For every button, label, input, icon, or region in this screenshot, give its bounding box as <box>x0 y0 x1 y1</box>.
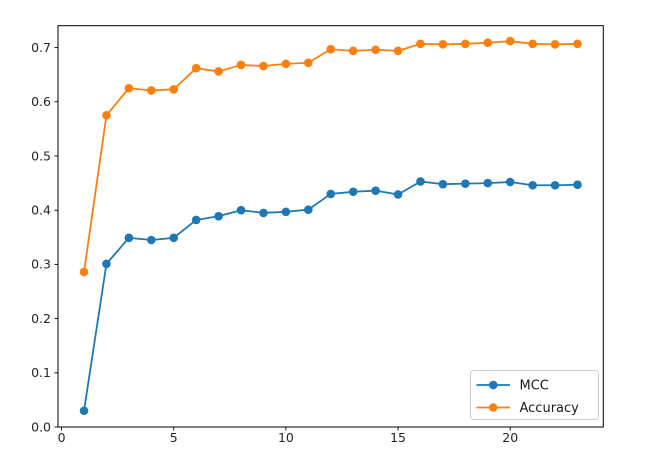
data-point-accuracy <box>191 63 201 73</box>
data-point-mcc <box>393 190 403 199</box>
data-point-mcc <box>191 215 201 225</box>
data-point-accuracy <box>304 58 313 68</box>
data-point-mcc <box>102 259 111 269</box>
data-point-accuracy <box>326 44 336 54</box>
data-point-mcc <box>461 179 470 188</box>
data-point-mcc <box>214 211 223 221</box>
data-point-accuracy <box>393 46 403 56</box>
data-point-mcc <box>416 177 425 186</box>
data-point-mcc <box>304 205 313 214</box>
x-tick-label: 15 <box>390 430 406 445</box>
data-point-accuracy <box>438 40 448 49</box>
data-point-accuracy <box>214 67 223 76</box>
legend-entry-accuracy: Accuracy <box>476 401 580 416</box>
y-tick-label: 0.7 <box>31 40 51 55</box>
y-tick-label: 0.1 <box>31 365 51 380</box>
legend-entry-mcc: MCC <box>476 379 549 394</box>
data-point-accuracy <box>483 38 493 48</box>
data-point-accuracy <box>259 61 268 71</box>
x-tick-label: 5 <box>170 430 178 445</box>
data-point-mcc <box>124 233 134 243</box>
data-point-mcc <box>259 208 268 218</box>
y-tick-label: 0.2 <box>31 311 51 326</box>
y-tick-label: 0.5 <box>31 148 51 163</box>
data-point-accuracy <box>102 111 111 120</box>
data-point-mcc <box>79 406 89 416</box>
data-point-accuracy <box>236 60 246 70</box>
y-tick-label: 0.0 <box>31 419 51 434</box>
data-point-accuracy <box>348 46 358 56</box>
data-point-accuracy <box>169 85 179 94</box>
data-point-mcc <box>236 205 246 215</box>
data-point-mcc <box>147 235 156 245</box>
data-point-accuracy <box>528 39 537 49</box>
legend-label: Accuracy <box>520 401 580 416</box>
data-point-accuracy <box>124 83 134 93</box>
series-mcc <box>79 177 582 416</box>
data-point-accuracy <box>416 39 425 49</box>
data-point-mcc <box>169 233 179 243</box>
data-point-accuracy <box>505 36 515 46</box>
x-tick-label: 0 <box>58 430 66 445</box>
data-point-accuracy <box>147 86 156 95</box>
data-point-mcc <box>348 187 358 197</box>
data-point-accuracy <box>371 45 380 55</box>
data-point-accuracy <box>79 267 89 277</box>
data-point-accuracy <box>573 39 582 49</box>
data-point-mcc <box>483 178 493 188</box>
y-tick-label: 0.3 <box>31 257 51 272</box>
series-line-accuracy <box>83 40 578 273</box>
x-tick-label: 10 <box>278 430 294 445</box>
data-point-mcc <box>326 189 336 199</box>
axes-frame <box>57 25 604 428</box>
legend-label: MCC <box>520 379 549 394</box>
data-point-accuracy <box>550 40 560 49</box>
data-point-mcc <box>371 186 380 195</box>
data-point-mcc <box>550 180 560 190</box>
data-point-mcc <box>573 180 582 190</box>
series-accuracy <box>79 36 582 277</box>
legend-marker-sample <box>489 403 498 412</box>
legend: MCC Accuracy <box>470 370 599 420</box>
data-point-accuracy <box>281 59 291 69</box>
data-point-mcc <box>438 179 448 189</box>
legend-marker-sample <box>489 380 498 390</box>
data-point-mcc <box>505 177 515 187</box>
data-point-mcc <box>281 207 291 217</box>
data-point-mcc <box>528 180 537 190</box>
data-point-accuracy <box>461 39 470 49</box>
y-tick-label: 0.4 <box>31 202 51 217</box>
x-tick-label: 20 <box>502 430 518 445</box>
y-tick-label: 0.6 <box>31 94 51 109</box>
